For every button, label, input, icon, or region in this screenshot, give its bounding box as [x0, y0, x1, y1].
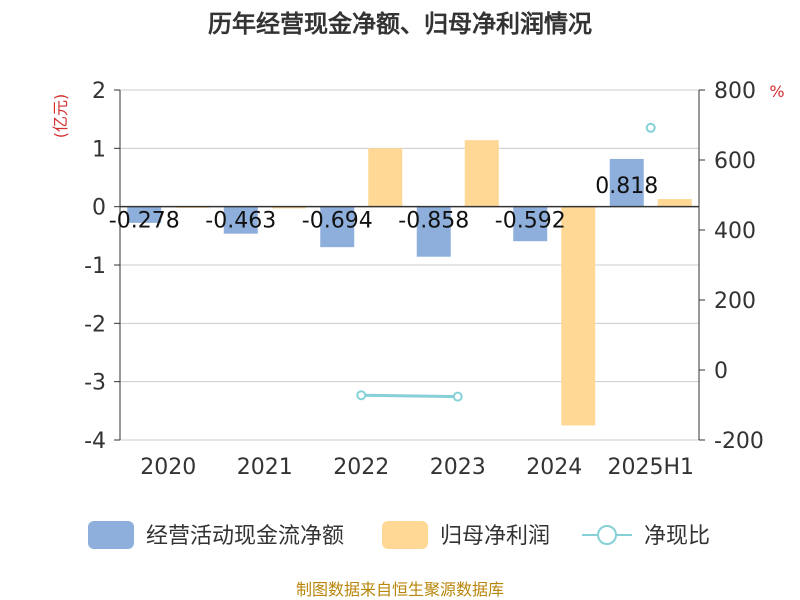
left-axis-tick-label: -4: [84, 429, 106, 454]
right-axis-tick-label: 600: [714, 149, 756, 174]
right-axis-unit: %: [769, 82, 784, 101]
right-axis-tick-label: 400: [714, 219, 756, 244]
left-axis-tick-label: 0: [92, 196, 106, 221]
legend-label: 净现比: [644, 524, 710, 549]
cashflow-bar: [609, 158, 644, 207]
ratio-point: [645, 122, 656, 133]
cashflow-value-label: -0.694: [302, 209, 373, 234]
net-profit-bar: [657, 199, 692, 207]
cashflow-bar: [223, 206, 258, 234]
source-footer: 制图数据来自恒生聚源数据库: [296, 580, 504, 599]
x-axis-tick-label: 2023: [430, 455, 486, 480]
legend-item[interactable]: 归母净利润: [382, 521, 550, 549]
left-axis-tick-label: 1: [92, 137, 106, 162]
cashflow-bar: [416, 206, 451, 257]
right-axis-tick-label: -200: [714, 429, 764, 454]
gridlines: [120, 89, 699, 441]
legend[interactable]: 经营活动现金流净额 归母净利润 净现比: [88, 521, 710, 549]
x-axis-tick-label: 2024: [526, 455, 582, 480]
x-axis-tick-label: 2025H1: [607, 455, 694, 480]
net-profit-bar: [561, 206, 596, 426]
legend-swatch: [382, 521, 428, 549]
cashflow-value-label: -0.592: [495, 209, 566, 234]
cashflow-bar: [127, 206, 162, 223]
ratio-point: [452, 391, 463, 402]
legend-item[interactable]: 净现比: [582, 524, 710, 549]
net-profit-bar: [368, 148, 403, 207]
net-profit-bar: [464, 140, 499, 207]
legend-label: 经营活动现金流净额: [146, 524, 344, 549]
net-profit-bar: [271, 206, 306, 209]
left-axis-tick-label: -2: [84, 312, 106, 337]
left-axis-unit: (亿元): [51, 94, 70, 139]
legend-swatch: [88, 521, 134, 549]
cashflow-value-label: -0.463: [205, 209, 276, 234]
cashflow-value-label: -0.278: [109, 209, 180, 234]
left-axis-tick-label: 2: [92, 79, 106, 104]
left-axis-tick-label: -1: [84, 254, 106, 279]
axes: 2 1 0 -1 -2 -3 -4 800 600 400 200 0 -200 2020 2021 2022…: [84, 79, 764, 480]
ratio-point: [356, 390, 367, 401]
x-axis-tick-label: 2022: [333, 455, 389, 480]
ratio-line: [356, 122, 656, 402]
data-labels: -0.278 -0.463 -0.694 -0.858 -0.592 0.818: [109, 174, 658, 234]
right-axis-tick-label: 0: [714, 359, 728, 384]
legend-marker: [597, 525, 617, 545]
right-axis-tick-label: 200: [714, 289, 756, 314]
left-axis-tick-label: -3: [84, 371, 106, 396]
cashflow-bar: [320, 206, 355, 248]
cashflow-value-label: -0.858: [398, 209, 469, 234]
legend-label: 归母净利润: [440, 524, 550, 549]
x-axis-tick-label: 2020: [140, 455, 196, 480]
chart-title: 历年经营现金净额、归母净利润情况: [208, 10, 592, 38]
ratio-line-segment: [361, 393, 458, 399]
cashflow-bar: [513, 206, 548, 242]
x-axis-tick-label: 2021: [237, 455, 293, 480]
legend-item[interactable]: 经营活动现金流净额: [88, 521, 344, 549]
right-axis-tick-label: 800: [714, 79, 756, 104]
cashflow-value-label: 0.818: [595, 174, 658, 199]
